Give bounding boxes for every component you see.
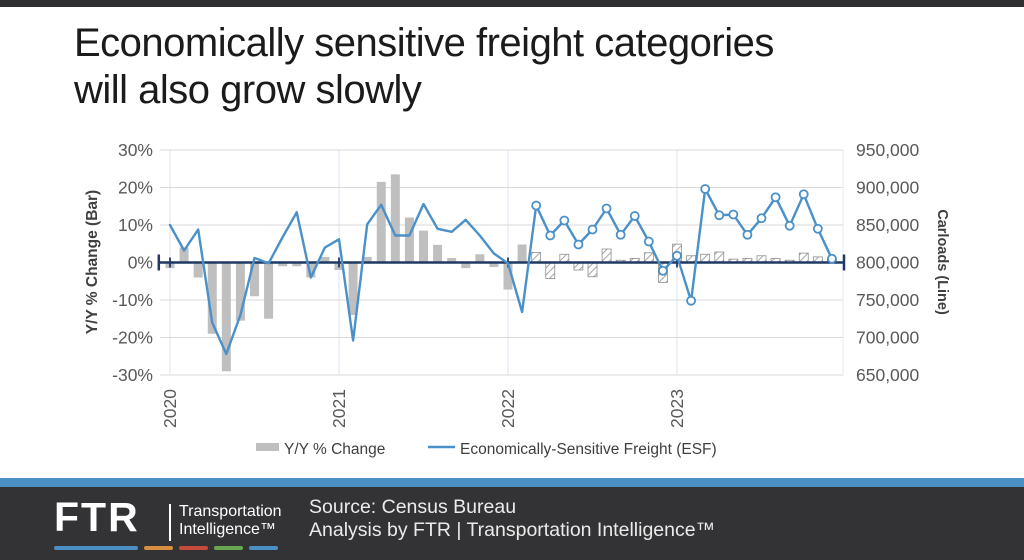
bar <box>418 230 428 263</box>
slide-top-accent-bar <box>0 0 1024 7</box>
logo-subtitle: Transportation Intelligence™ <box>179 503 282 539</box>
source-line1: Source: Census Bureau <box>309 496 517 518</box>
bar <box>306 262 316 278</box>
right-axis-tick-label: 900,000 <box>856 178 920 198</box>
bar <box>207 262 217 334</box>
bar <box>362 256 372 263</box>
esf-forecast-marker <box>643 236 654 247</box>
esf-forecast-marker <box>545 230 556 241</box>
slide-title-line1: Economically sensitive freight categorie… <box>74 21 774 65</box>
bar <box>404 217 414 263</box>
esf-forecast-marker <box>573 239 584 250</box>
left-axis-title: Y/Y % Change (Bar) <box>84 190 101 334</box>
esf-forecast-marker <box>531 200 542 211</box>
right-axis-title: Carloads (Line) <box>934 209 950 315</box>
esf-forecast-marker <box>827 253 837 264</box>
bar <box>292 262 302 267</box>
esf-forecast-marker <box>629 211 640 221</box>
bar-forecast <box>587 262 598 278</box>
logo-dash <box>54 546 138 550</box>
bar <box>517 244 527 263</box>
bar <box>320 256 330 263</box>
legend-bar-label: Y/Y % Change <box>284 441 385 458</box>
bar <box>348 262 358 315</box>
slide-title-line2: will also grow slowly <box>74 68 422 112</box>
left-axis-tick-label: -10% <box>112 290 153 310</box>
bar-forecast <box>545 262 556 280</box>
left-axis-tick-label: -20% <box>112 328 153 348</box>
logo-color-dashes <box>54 546 278 550</box>
x-axis-year-label: 2021 <box>329 389 349 428</box>
logo-subtitle-line2: Intelligence™ <box>179 521 276 538</box>
esf-forecast-marker <box>601 203 612 214</box>
esf-forecast-marker <box>714 210 725 221</box>
legend-bar-swatch <box>256 443 279 451</box>
bar <box>235 262 245 321</box>
logo-subtitle-line1: Transportation <box>179 503 282 520</box>
x-axis-year-label: 2020 <box>160 389 180 428</box>
logo-dash <box>249 546 278 550</box>
bar <box>221 262 231 372</box>
left-axis-tick-label: 30% <box>118 140 153 160</box>
footer-accent-strip <box>0 478 1024 487</box>
esf-forecast-marker <box>700 184 711 194</box>
bar <box>475 254 485 263</box>
right-axis-tick-label: 800,000 <box>856 253 920 273</box>
esf-forecast-marker <box>658 265 668 276</box>
esf-forecast-marker <box>728 209 739 220</box>
esf-forecast-marker <box>742 229 753 240</box>
bar-forecast <box>643 252 654 263</box>
bar <box>278 262 288 267</box>
right-axis-tick-label: 650,000 <box>856 365 920 385</box>
esf-forecast-marker <box>770 192 781 203</box>
bar-forecast <box>714 251 725 263</box>
logo-dash <box>144 546 173 550</box>
right-axis-tick-label: 950,000 <box>856 140 920 160</box>
bar <box>179 247 189 263</box>
bar-forecast <box>798 252 809 263</box>
esf-forecast-marker <box>756 213 767 224</box>
bar <box>376 181 386 263</box>
x-axis-year-label: 2023 <box>667 389 687 428</box>
logo-dash <box>214 546 243 550</box>
bar <box>489 262 499 267</box>
bar <box>433 244 443 263</box>
esf-forecast-marker <box>587 224 598 235</box>
footer: FTR Transportation Intelligence™ Source:… <box>0 487 1024 560</box>
legend-line-label: Economically-Sensitive Freight (ESF) <box>460 441 717 458</box>
bar <box>447 258 457 263</box>
ftr-logo: FTR <box>54 494 140 540</box>
source-line2: Analysis by FTR | Transportation Intelli… <box>309 519 716 541</box>
logo-separator <box>169 504 171 541</box>
bar <box>264 262 274 319</box>
esf-forecast-marker <box>686 295 696 306</box>
slide-title: Economically sensitive freight categorie… <box>74 20 974 114</box>
esf-forecast-marker <box>615 229 626 240</box>
esf-forecast-marker <box>559 215 570 226</box>
source-text: Source: Census Bureau Analysis by FTR | … <box>309 496 715 542</box>
logo-dash <box>179 546 208 550</box>
left-axis-tick-label: -30% <box>112 365 153 385</box>
bar <box>249 262 259 297</box>
right-axis-tick-label: 700,000 <box>856 328 920 348</box>
bar <box>461 262 471 269</box>
esf-forecast-marker <box>812 223 823 234</box>
bar <box>193 262 203 278</box>
right-axis-tick-label: 750,000 <box>856 290 920 310</box>
bar-forecast <box>531 251 542 263</box>
bar-forecast <box>601 248 612 263</box>
x-axis-year-label: 2022 <box>498 389 518 428</box>
left-axis-tick-label: 10% <box>118 215 153 235</box>
right-axis-tick-label: 850,000 <box>856 215 920 235</box>
esf-forecast-marker <box>672 250 682 261</box>
left-axis-tick-label: 20% <box>118 178 153 198</box>
esf-forecast-marker <box>798 189 809 200</box>
left-axis-tick-label: 0% <box>128 253 153 273</box>
bar <box>503 262 513 290</box>
esf-forecast-marker <box>784 220 795 231</box>
bar <box>390 174 400 263</box>
